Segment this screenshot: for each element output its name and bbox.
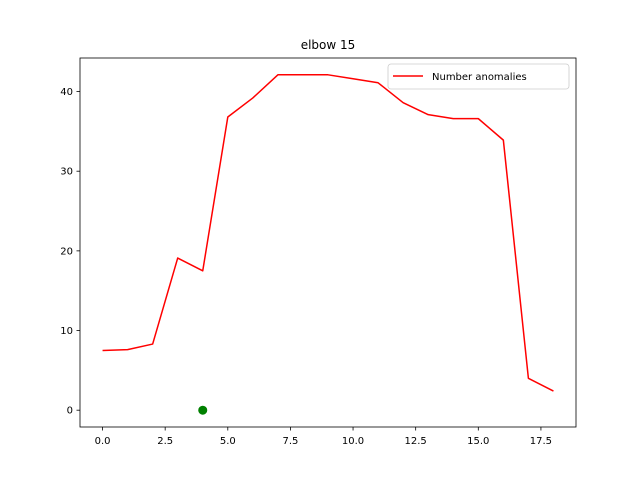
chart-title: elbow 15 bbox=[301, 38, 356, 52]
x-tick-label: 12.5 bbox=[405, 436, 427, 447]
series-line-number-anomalies bbox=[102, 74, 554, 392]
x-tick-label: 5.0 bbox=[220, 436, 236, 447]
legend-box bbox=[387, 63, 570, 90]
x-tick-label: 2.5 bbox=[157, 436, 173, 447]
y-tick-label: 30 bbox=[60, 167, 73, 178]
y-tick-label: 40 bbox=[60, 87, 73, 98]
x-tick-label: 10.0 bbox=[342, 436, 364, 447]
y-tick-label: 20 bbox=[60, 246, 73, 257]
legend-label: Number anomalies bbox=[432, 72, 527, 83]
x-tick-label: 17.5 bbox=[530, 436, 552, 447]
axes-frame bbox=[79, 57, 577, 428]
plot-area: 0.0 2.5 5.0 7.5 10.0 12.5 15.0 17.5 0 10 20 30 40 bbox=[60, 74, 554, 447]
x-tick-label: 15.0 bbox=[467, 436, 489, 447]
legend: Number anomalies bbox=[387, 63, 570, 90]
y-tick-label: 10 bbox=[60, 326, 73, 337]
x-tick-label: 0.0 bbox=[95, 436, 111, 447]
y-tick-label: 0 bbox=[67, 406, 73, 417]
x-tick-label: 7.5 bbox=[282, 436, 298, 447]
elbow-marker-point bbox=[198, 405, 208, 415]
